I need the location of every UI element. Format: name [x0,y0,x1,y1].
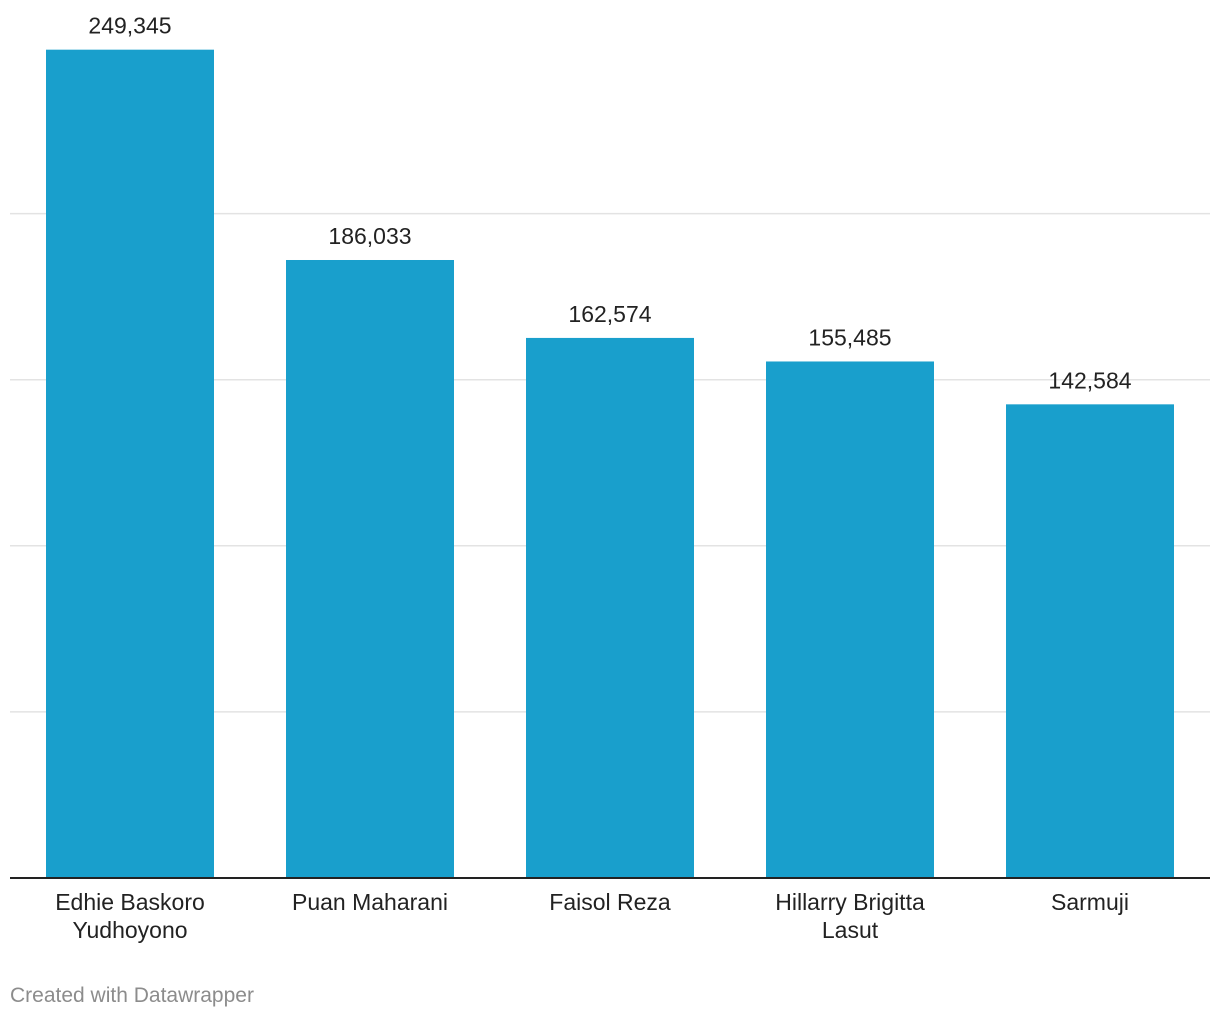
value-labels: 249,345 186,033 162,574 155,485 142,584 [88,13,1131,394]
bar[interactable] [526,337,694,878]
bar[interactable] [286,259,454,878]
bar[interactable] [1006,404,1174,878]
bars [46,49,1174,879]
category-label: Edhie Baskoro [55,889,205,915]
bar[interactable] [766,361,934,878]
bar-value-label: 155,485 [808,324,891,350]
datawrapper-credit[interactable]: Created with Datawrapper [10,984,254,1007]
category-label: Sarmuji [1051,889,1129,915]
bar[interactable] [46,49,214,879]
bar-value-label: 186,033 [328,223,411,249]
bar-chart: 249,345 186,033 162,574 155,485 142,584 Edhi… [10,13,1210,943]
category-label: Hillarry Brigitta [775,889,925,915]
category-label: Puan Maharani [292,889,448,915]
category-label: Faisol Reza [549,889,671,915]
category-label: Yudhoyono [72,917,187,943]
category-label: Lasut [822,917,879,943]
bar-value-label: 162,574 [568,301,651,327]
bar-value-label: 249,345 [88,13,171,39]
bar-value-label: 142,584 [1048,367,1131,393]
